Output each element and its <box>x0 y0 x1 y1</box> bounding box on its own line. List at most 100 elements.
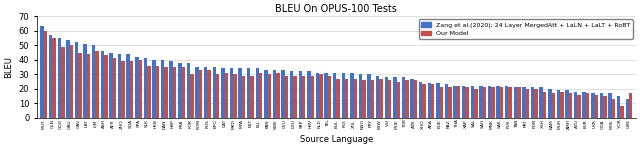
Bar <box>333 73 337 118</box>
Bar <box>40 26 44 118</box>
Bar <box>410 79 414 118</box>
Bar <box>419 82 422 118</box>
Bar <box>87 54 90 118</box>
Bar <box>221 69 225 118</box>
Bar <box>67 40 70 118</box>
Bar <box>380 79 383 118</box>
Bar <box>319 74 323 118</box>
Bar <box>582 92 586 118</box>
Bar <box>436 83 440 118</box>
Bar <box>238 69 242 118</box>
Bar <box>285 76 288 118</box>
Bar <box>474 89 477 118</box>
Bar <box>230 69 233 118</box>
Bar <box>52 38 56 118</box>
Bar <box>569 93 572 118</box>
Bar <box>492 87 495 118</box>
Bar <box>182 67 185 118</box>
Bar <box>302 76 305 118</box>
Bar <box>465 87 469 118</box>
Bar <box>143 58 147 118</box>
Bar <box>552 93 555 118</box>
Bar <box>83 44 87 118</box>
Bar <box>242 76 245 118</box>
Bar <box>78 53 82 118</box>
Bar <box>448 87 452 118</box>
Bar <box>505 86 509 118</box>
Bar <box>135 57 138 118</box>
Bar <box>307 71 310 118</box>
Bar <box>445 85 448 118</box>
Bar <box>557 90 560 118</box>
Bar <box>328 76 332 118</box>
Bar <box>362 80 365 118</box>
Bar <box>440 87 443 118</box>
Legend: Zang et al.(2020); 24 Layer MergedAtt + LaLN + LaLT + RoBT, Our Model: Zang et al.(2020); 24 Layer MergedAtt + … <box>419 19 633 39</box>
Bar <box>255 69 259 118</box>
Bar <box>574 92 577 118</box>
Bar <box>497 86 500 118</box>
Bar <box>393 77 397 118</box>
Bar <box>212 67 216 118</box>
Bar <box>92 45 95 118</box>
Bar <box>225 73 228 118</box>
Bar <box>470 86 474 118</box>
Bar <box>620 106 624 118</box>
Bar <box>310 76 314 118</box>
Bar <box>500 87 503 118</box>
Bar <box>603 96 607 118</box>
Bar <box>543 92 547 118</box>
Bar <box>525 89 529 118</box>
Bar <box>178 63 182 118</box>
Bar <box>164 67 168 118</box>
Bar <box>514 87 517 118</box>
Bar <box>548 89 552 118</box>
Bar <box>560 92 564 118</box>
Bar <box>479 86 483 118</box>
Bar <box>342 73 345 118</box>
Bar <box>509 87 512 118</box>
Bar <box>61 47 65 118</box>
Bar <box>350 73 354 118</box>
Bar <box>259 73 262 118</box>
Bar <box>199 70 202 118</box>
Bar <box>422 85 426 118</box>
Bar <box>293 76 297 118</box>
Bar <box>600 93 603 118</box>
Title: BLEU On OPUS-100 Tests: BLEU On OPUS-100 Tests <box>275 4 397 14</box>
Bar <box>152 60 156 118</box>
Bar <box>70 45 73 118</box>
Bar <box>371 80 374 118</box>
Bar <box>483 87 486 118</box>
Bar <box>122 61 125 118</box>
Bar <box>95 51 99 118</box>
Bar <box>577 95 580 118</box>
Bar <box>195 67 199 118</box>
Bar <box>414 80 417 118</box>
Bar <box>147 66 150 118</box>
Bar <box>324 73 328 118</box>
Bar <box>100 51 104 118</box>
Bar <box>488 86 492 118</box>
Bar <box>428 83 431 118</box>
Bar <box>457 86 460 118</box>
Bar <box>127 54 130 118</box>
Bar <box>264 70 268 118</box>
Bar <box>359 74 362 118</box>
Bar <box>273 70 276 118</box>
Bar <box>170 61 173 118</box>
Bar <box>376 76 380 118</box>
Bar <box>367 74 371 118</box>
Bar <box>138 60 142 118</box>
Bar <box>402 77 405 118</box>
Bar <box>282 70 285 118</box>
Bar <box>44 31 47 118</box>
Bar <box>58 38 61 118</box>
Bar <box>591 93 595 118</box>
Bar <box>190 74 193 118</box>
Bar <box>316 73 319 118</box>
Bar <box>565 90 569 118</box>
Bar <box>517 87 520 118</box>
Bar <box>531 87 534 118</box>
Bar <box>130 61 133 118</box>
